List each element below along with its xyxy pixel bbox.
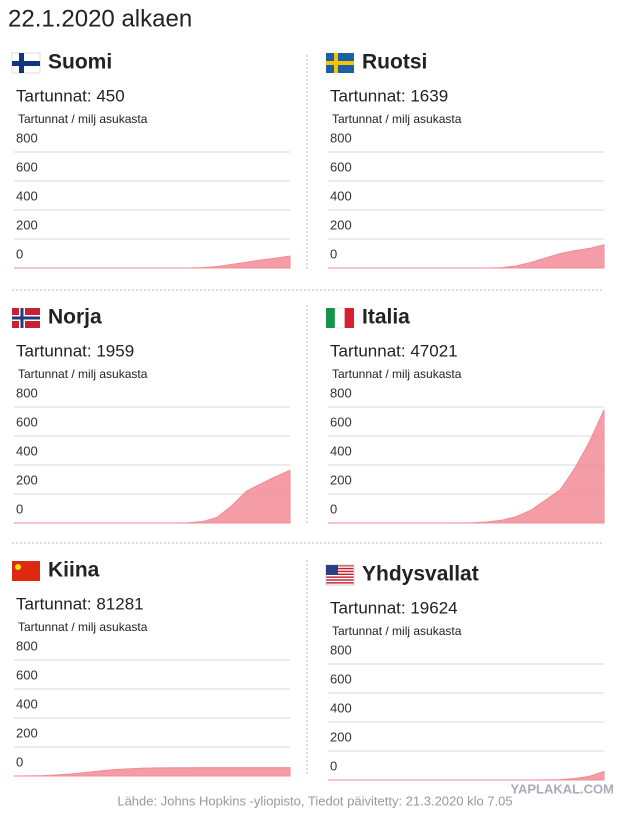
chart-panel: Kiina Tartunnat: 81281 Tartunnat / milj as… <box>12 559 291 777</box>
area <box>14 469 291 524</box>
chart-title: Ruotsi <box>362 51 427 74</box>
y-tick-label: 600 <box>330 671 352 686</box>
y-tick-label: 200 <box>16 472 38 487</box>
area <box>13 767 291 777</box>
chart-panel: Yhdysvallat Tartunnat: 19624 Tartunnat / m… <box>325 563 605 781</box>
flag <box>326 308 336 328</box>
y-axis-label: Tartunnat / milj asukasta <box>18 620 148 634</box>
y-tick-label: 600 <box>330 414 352 429</box>
chart-subtitle: Tartunnat: 450 <box>16 86 125 105</box>
y-tick-label: 800 <box>330 385 352 400</box>
y-tick-label: 600 <box>16 414 38 429</box>
y-tick-label: 0 <box>330 501 337 516</box>
flag <box>326 582 354 584</box>
y-tick-label: 600 <box>16 667 38 682</box>
area <box>328 409 605 524</box>
chart-subtitle: Tartunnat: 47021 <box>330 341 458 360</box>
y-tick-label: 600 <box>330 159 352 174</box>
chart-title: Suomi <box>48 51 112 74</box>
flag <box>334 307 346 329</box>
flag <box>326 576 354 578</box>
flag <box>12 561 40 581</box>
chart-panel: Italia Tartunnat: 47021 Tartunnat / milj a… <box>326 306 605 524</box>
y-tick-label: 0 <box>16 246 23 261</box>
y-tick-label: 800 <box>16 130 38 145</box>
y-axis-label: Tartunnat / milj asukasta <box>18 367 148 381</box>
flag <box>326 53 354 73</box>
chart-subtitle: Tartunnat: 19624 <box>330 598 458 617</box>
flag <box>12 561 40 581</box>
flag <box>12 61 40 66</box>
flag <box>326 579 354 581</box>
flag <box>325 564 355 586</box>
chart-title: Norja <box>48 306 102 329</box>
chart-title: Yhdysvallat <box>362 563 479 586</box>
area <box>328 244 605 269</box>
y-tick-label: 600 <box>16 159 38 174</box>
y-tick-label: 800 <box>16 638 38 653</box>
flag <box>326 570 354 573</box>
y-axis-label: Tartunnat / milj asukasta <box>332 624 462 638</box>
y-tick-label: 400 <box>330 700 352 715</box>
y-tick-label: 400 <box>330 443 352 458</box>
y-axis-label: Tartunnat / milj asukasta <box>332 367 462 381</box>
y-tick-label: 200 <box>330 729 352 744</box>
flag <box>326 61 354 65</box>
y-tick-label: 200 <box>16 217 38 232</box>
flag <box>11 52 41 74</box>
flag <box>12 316 40 320</box>
y-tick-label: 800 <box>330 130 352 145</box>
chart-panel: Ruotsi Tartunnat: 1639 Tartunnat / milj as… <box>326 51 605 269</box>
flag <box>326 567 354 570</box>
y-tick-label: 400 <box>16 188 38 203</box>
chart-title: Kiina <box>48 559 100 582</box>
y-axis-label: Tartunnat / milj asukasta <box>18 112 148 126</box>
y-tick-label: 0 <box>330 758 337 773</box>
flag <box>326 565 338 575</box>
flag <box>344 308 354 328</box>
y-tick-label: 0 <box>16 754 23 769</box>
chart-panel: Suomi Tartunnat: 450 Tartunnat / milj asuk… <box>11 51 291 269</box>
source-note: Lähde: Johns Hopkins -yliopisto, Tiedot … <box>117 793 512 808</box>
chart-subtitle: Tartunnat: 81281 <box>16 594 144 613</box>
chart-panel: Norja Tartunnat: 1959 Tartunnat / milj asu… <box>12 306 291 524</box>
flag <box>326 307 354 329</box>
page-title: 22.1.2020 alkaen <box>8 5 192 32</box>
flag <box>326 573 354 575</box>
y-tick-label: 0 <box>330 246 337 261</box>
y-tick-label: 400 <box>16 696 38 711</box>
area <box>328 770 605 781</box>
flag <box>12 308 40 328</box>
y-tick-label: 400 <box>16 443 38 458</box>
y-tick-label: 800 <box>16 385 38 400</box>
area <box>14 255 291 269</box>
y-tick-label: 200 <box>330 472 352 487</box>
y-tick-label: 200 <box>330 217 352 232</box>
chart-title: Italia <box>362 306 410 329</box>
chart-subtitle: Tartunnat: 1639 <box>330 86 448 105</box>
y-tick-label: 200 <box>16 725 38 740</box>
y-tick-label: 400 <box>330 188 352 203</box>
flag <box>326 565 354 567</box>
flag <box>15 564 21 570</box>
y-tick-label: 800 <box>330 642 352 657</box>
y-tick-label: 0 <box>16 501 23 516</box>
y-axis-label: Tartunnat / milj asukasta <box>332 112 462 126</box>
watermark: YAPLAKAL.COM <box>510 781 614 796</box>
chart-subtitle: Tartunnat: 1959 <box>16 341 134 360</box>
